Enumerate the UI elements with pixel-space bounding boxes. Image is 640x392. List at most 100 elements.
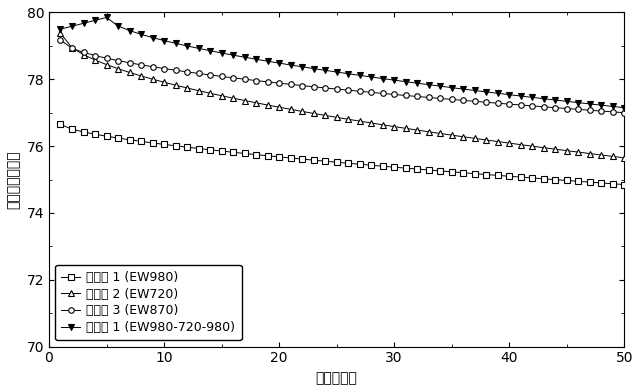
実施例 1 (EW980-720-980)	[229, 53, 237, 58]
比較例 2 (EW720)	[552, 147, 559, 152]
比較例 3 (EW870)	[172, 68, 179, 73]
比較例 2 (EW720)	[598, 152, 605, 157]
実施例 1 (EW980-720-980)	[540, 96, 548, 101]
実施例 1 (EW980-720-980)	[275, 61, 283, 65]
比較例 2 (EW720)	[264, 103, 271, 107]
比較例 3 (EW870)	[448, 97, 456, 102]
比較例 3 (EW870)	[252, 78, 260, 83]
比較例 2 (EW720)	[506, 141, 513, 145]
実施例 1 (EW980-720-980)	[563, 99, 571, 104]
比較例 3 (EW870)	[460, 98, 467, 103]
比較例 3 (EW870)	[229, 76, 237, 80]
比較例 3 (EW870)	[333, 87, 340, 91]
比較例 1 (EW980)	[563, 178, 571, 183]
Y-axis label: 電圧効率（％）: 電圧効率（％）	[7, 150, 21, 209]
比較例 2 (EW720)	[529, 144, 536, 149]
比較例 1 (EW980)	[333, 160, 340, 165]
比較例 2 (EW720)	[287, 107, 294, 112]
比較例 1 (EW980)	[218, 149, 225, 153]
比較例 1 (EW980)	[367, 163, 375, 168]
比較例 2 (EW720)	[390, 124, 398, 129]
比較例 2 (EW720)	[483, 138, 490, 142]
比較例 1 (EW980)	[148, 141, 156, 145]
比較例 1 (EW980)	[275, 154, 283, 159]
比較例 2 (EW720)	[148, 77, 156, 82]
比較例 3 (EW870)	[125, 60, 133, 65]
比較例 1 (EW980)	[471, 171, 479, 176]
比較例 3 (EW870)	[183, 69, 191, 74]
比較例 2 (EW720)	[79, 52, 87, 57]
比較例 1 (EW980)	[241, 151, 248, 156]
比較例 1 (EW980)	[436, 169, 444, 173]
実施例 1 (EW980-720-980)	[402, 79, 410, 84]
比較例 2 (EW720)	[379, 122, 387, 127]
比較例 2 (EW720)	[102, 62, 110, 67]
比較例 3 (EW870)	[275, 81, 283, 85]
比較例 3 (EW870)	[494, 101, 502, 105]
実施例 1 (EW980-720-980)	[529, 95, 536, 100]
実施例 1 (EW980-720-980)	[471, 88, 479, 93]
実施例 1 (EW980-720-980)	[620, 105, 628, 110]
比較例 1 (EW980)	[102, 134, 110, 138]
比較例 3 (EW870)	[367, 90, 375, 95]
比較例 3 (EW870)	[506, 102, 513, 107]
比較例 2 (EW720)	[575, 150, 582, 154]
比較例 1 (EW980)	[264, 153, 271, 158]
比較例 3 (EW870)	[356, 89, 364, 94]
比較例 3 (EW870)	[264, 80, 271, 84]
実施例 1 (EW980-720-980)	[125, 28, 133, 33]
実施例 1 (EW980-720-980)	[79, 21, 87, 25]
比較例 1 (EW980)	[195, 146, 202, 151]
実施例 1 (EW980-720-980)	[379, 76, 387, 81]
実施例 1 (EW980-720-980)	[333, 70, 340, 74]
比較例 3 (EW870)	[436, 96, 444, 101]
比較例 1 (EW980)	[287, 156, 294, 160]
比較例 1 (EW980)	[402, 166, 410, 171]
比較例 1 (EW980)	[125, 138, 133, 142]
実施例 1 (EW980-720-980)	[310, 66, 317, 71]
比較例 1 (EW980)	[252, 152, 260, 157]
比較例 1 (EW980)	[460, 171, 467, 175]
比較例 1 (EW980)	[356, 162, 364, 167]
比較例 3 (EW870)	[609, 109, 616, 114]
比較例 3 (EW870)	[195, 71, 202, 76]
比較例 3 (EW870)	[218, 74, 225, 79]
実施例 1 (EW980-720-980)	[436, 84, 444, 89]
実施例 1 (EW980-720-980)	[506, 93, 513, 97]
実施例 1 (EW980-720-980)	[517, 94, 525, 98]
実施例 1 (EW980-720-980)	[183, 44, 191, 48]
比較例 3 (EW870)	[79, 50, 87, 55]
比較例 2 (EW720)	[160, 80, 168, 85]
比較例 2 (EW720)	[275, 105, 283, 109]
実施例 1 (EW980-720-980)	[195, 46, 202, 51]
実施例 1 (EW980-720-980)	[367, 74, 375, 79]
比較例 3 (EW870)	[563, 106, 571, 111]
比較例 2 (EW720)	[68, 45, 76, 50]
実施例 1 (EW980-720-980)	[137, 32, 145, 36]
比較例 3 (EW870)	[91, 53, 99, 58]
実施例 1 (EW980-720-980)	[172, 41, 179, 46]
比較例 3 (EW870)	[310, 84, 317, 89]
比較例 1 (EW980)	[598, 181, 605, 185]
比較例 3 (EW870)	[575, 107, 582, 112]
X-axis label: サイクル数: サイクル数	[316, 371, 358, 385]
比較例 3 (EW870)	[529, 103, 536, 108]
比較例 3 (EW870)	[287, 82, 294, 87]
比較例 2 (EW720)	[91, 58, 99, 62]
Line: 実施例 1 (EW980-720-980): 実施例 1 (EW980-720-980)	[58, 15, 627, 111]
比較例 1 (EW980)	[425, 168, 433, 172]
比較例 2 (EW720)	[310, 111, 317, 116]
実施例 1 (EW980-720-980)	[206, 48, 214, 53]
比較例 1 (EW980)	[379, 164, 387, 169]
比較例 1 (EW980)	[586, 180, 594, 185]
Line: 比較例 3 (EW870): 比較例 3 (EW870)	[58, 37, 627, 116]
比較例 1 (EW980)	[552, 177, 559, 182]
実施例 1 (EW980-720-980)	[298, 64, 306, 69]
比較例 1 (EW980)	[310, 158, 317, 163]
実施例 1 (EW980-720-980)	[390, 78, 398, 82]
比較例 2 (EW720)	[540, 145, 548, 150]
比較例 3 (EW870)	[241, 77, 248, 82]
比較例 2 (EW720)	[333, 115, 340, 120]
比較例 1 (EW980)	[575, 179, 582, 184]
比較例 2 (EW720)	[402, 126, 410, 131]
